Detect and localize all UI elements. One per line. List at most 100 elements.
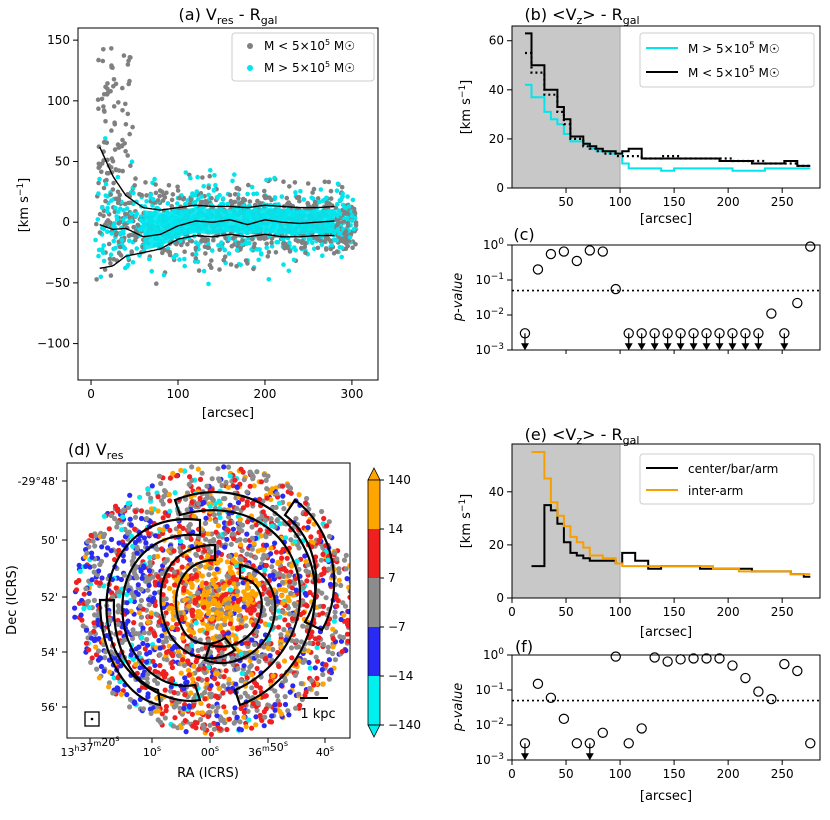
source-point [195, 647, 201, 654]
source-point [249, 500, 256, 506]
point-low-mass [112, 209, 118, 215]
source-point [300, 585, 306, 591]
point-low-mass [154, 281, 159, 287]
source-point [272, 707, 278, 713]
source-point [124, 609, 130, 615]
source-point [209, 495, 215, 501]
point-low-mass [169, 203, 174, 209]
point-low-mass [234, 264, 239, 269]
source-point [276, 624, 282, 630]
point-low-mass [109, 63, 114, 68]
point-massive [205, 241, 211, 247]
source-point [289, 638, 295, 644]
point-massive [96, 253, 101, 259]
source-point [203, 580, 209, 586]
point-low-mass [236, 196, 241, 201]
source-point [188, 623, 194, 629]
source-point [339, 649, 345, 655]
panel-b-title: (b) <Vz> - Rgal [524, 5, 639, 27]
source-point [177, 523, 183, 529]
panel-b-xlabel: [arcsec] [640, 212, 692, 227]
source-point [226, 596, 232, 602]
source-point [239, 496, 245, 502]
p-value-point [701, 653, 712, 664]
point-low-mass [339, 184, 345, 190]
point-low-mass [129, 249, 134, 254]
x-tick-label: 200 [717, 767, 740, 781]
upper-limit-arrow [585, 753, 594, 761]
p-value-point [792, 297, 803, 309]
source-point [195, 710, 201, 716]
source-point [146, 630, 152, 636]
source-point [143, 659, 150, 665]
source-point [316, 537, 322, 544]
source-point [128, 522, 134, 528]
source-point [290, 683, 296, 689]
colorbar-tick-label: 14 [388, 522, 403, 536]
source-point [178, 724, 184, 731]
ra-tick-unit: s [284, 739, 288, 748]
source-point [227, 587, 234, 593]
source-point [115, 621, 121, 628]
source-point [320, 641, 326, 648]
source-point [210, 538, 217, 544]
source-point [285, 708, 291, 714]
y-tick-exponent: −2 [491, 307, 504, 317]
upper-limit-arrow [637, 343, 646, 351]
source-point [193, 574, 199, 580]
source-point [89, 655, 95, 661]
source-point [250, 474, 256, 480]
point-massive [98, 274, 104, 280]
panel-a-ticks: 0 100 200 300 −100 −50 0 50 100 150 [37, 33, 363, 401]
source-point [204, 630, 210, 636]
source-point [96, 568, 102, 574]
source-point [280, 493, 286, 499]
source-point [241, 589, 247, 595]
source-point [234, 714, 240, 720]
source-point [101, 539, 107, 546]
upper-limit-arrow [520, 753, 529, 761]
x-tick-label: 0 [508, 605, 516, 619]
point-low-mass [346, 238, 352, 244]
source-point [227, 621, 233, 627]
source-point [91, 569, 97, 575]
source-point [131, 620, 137, 626]
point-massive [195, 259, 201, 265]
point-massive [337, 211, 343, 217]
source-point [208, 683, 214, 689]
source-point [279, 609, 286, 615]
source-point [313, 654, 319, 660]
y-tick-label: 50 [55, 155, 70, 169]
source-point [170, 723, 176, 729]
source-point [144, 651, 150, 657]
source-point [351, 602, 356, 607]
source-point [330, 636, 336, 642]
source-point [226, 680, 232, 687]
point-massive [232, 172, 237, 177]
point-low-mass [232, 192, 238, 197]
p-value-point [545, 248, 557, 260]
panel-a-legend-label-2: M > 5×105 M☉ [264, 60, 355, 75]
source-point [88, 659, 94, 666]
source-point [227, 689, 233, 695]
point-massive [134, 246, 140, 251]
source-point [106, 684, 112, 690]
point-low-mass [211, 237, 216, 243]
upper-limit-arrow [676, 343, 685, 351]
source-point [141, 563, 147, 569]
point-massive [101, 243, 106, 248]
source-point [300, 659, 306, 665]
source-point [205, 531, 211, 537]
source-point [307, 665, 313, 671]
source-point [210, 606, 216, 613]
source-point [267, 719, 273, 725]
source-point [261, 723, 267, 729]
colorbar-tick-label: −7 [388, 620, 406, 634]
source-point [251, 483, 257, 489]
point-low-mass [169, 197, 175, 203]
point-massive [287, 240, 292, 245]
y-tick-exponent: −3 [491, 342, 504, 352]
point-low-mass [101, 108, 107, 113]
point-low-mass [234, 186, 239, 191]
source-point [223, 479, 229, 485]
